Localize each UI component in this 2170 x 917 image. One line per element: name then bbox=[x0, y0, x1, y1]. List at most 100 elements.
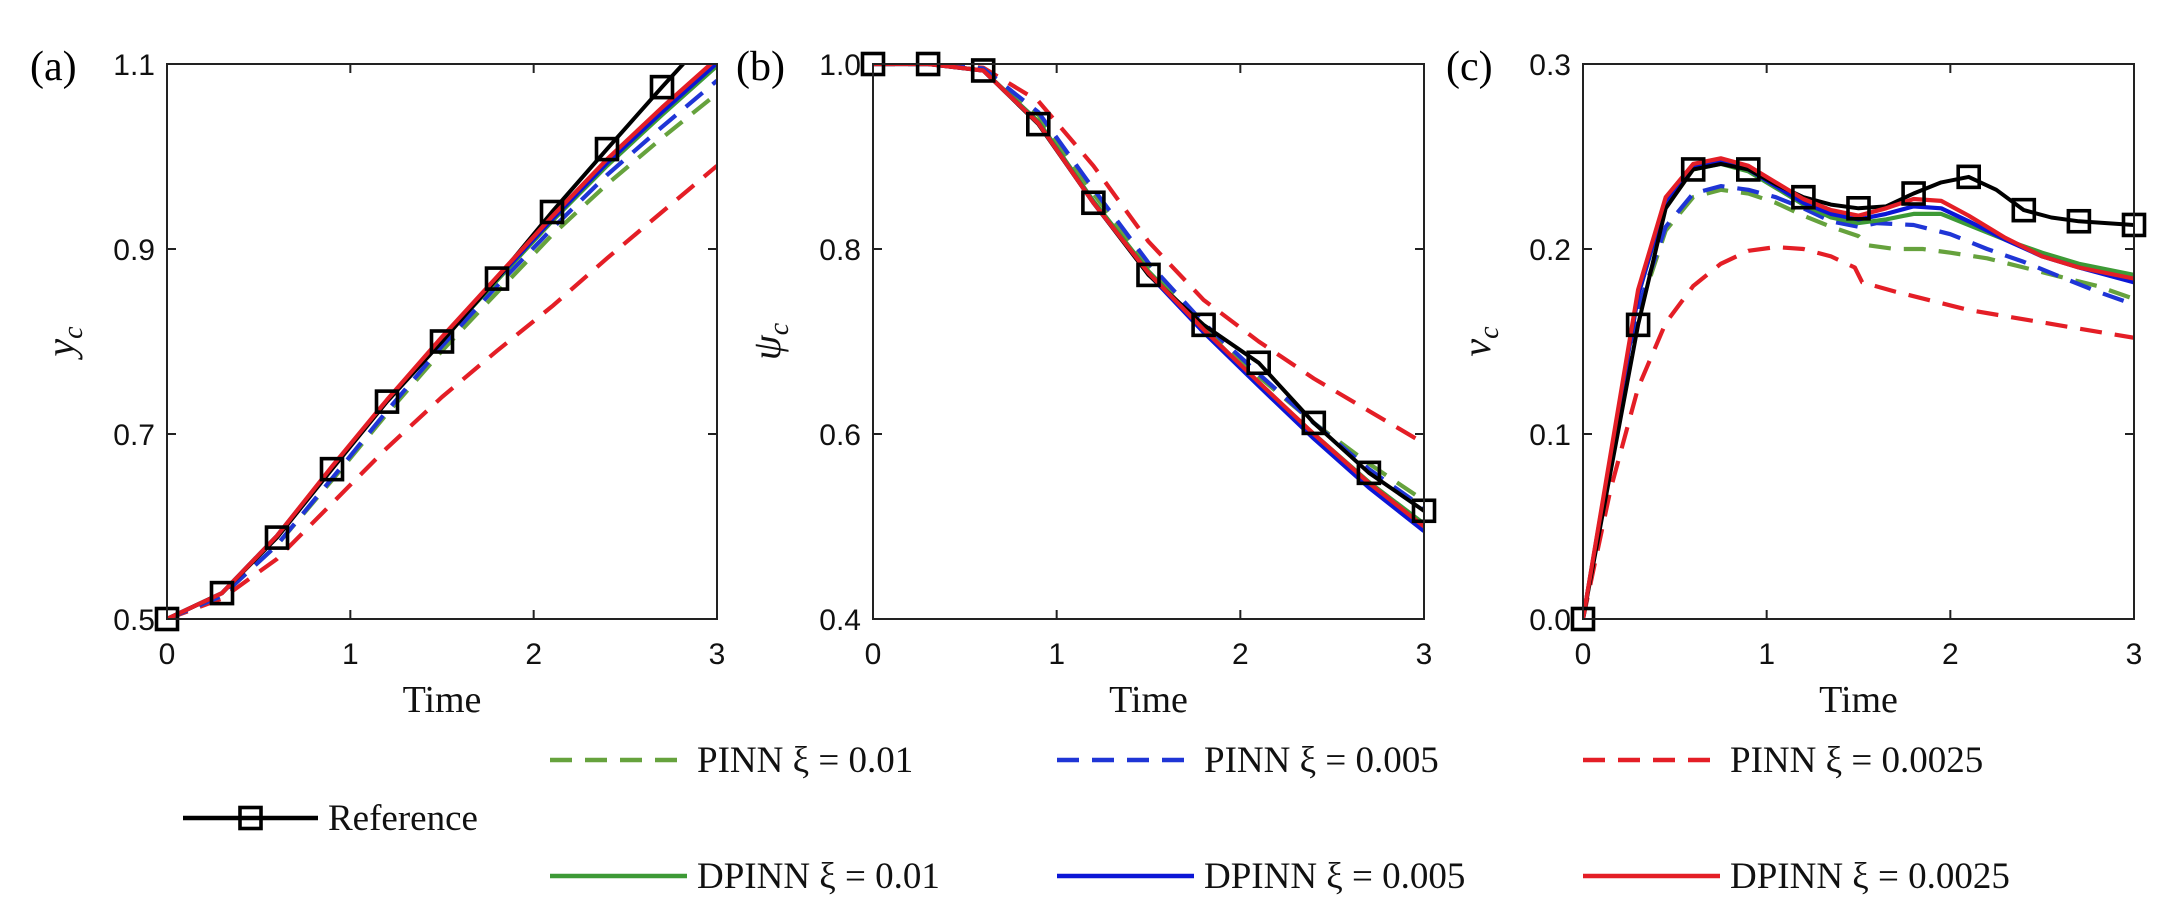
reference-marker bbox=[1191, 312, 1216, 338]
x-tick-label: 0 bbox=[865, 638, 882, 671]
reference-marker bbox=[594, 136, 620, 162]
y-tick-label: 0.5 bbox=[113, 604, 155, 637]
x-tick-label: 1 bbox=[342, 638, 359, 671]
series-group bbox=[1583, 156, 2134, 619]
reference-marker bbox=[1301, 410, 1327, 436]
x-axis-label: Time bbox=[1109, 679, 1188, 721]
legend-entry-ref: Reference bbox=[183, 798, 478, 839]
series-group bbox=[167, 64, 717, 619]
reference-marker bbox=[1846, 196, 1871, 221]
legend-label: PINN ξ = 0.005 bbox=[1204, 740, 1439, 781]
series-line-pinn_01 bbox=[167, 91, 717, 619]
y-tick-label: 0.8 bbox=[819, 234, 861, 267]
y-tick-label: 0.2 bbox=[1529, 234, 1571, 267]
x-axis-label: Time bbox=[403, 679, 482, 721]
series-line-pinn_0025 bbox=[873, 64, 1424, 446]
reference-marker bbox=[539, 199, 565, 225]
reference-marker bbox=[1026, 111, 1051, 137]
reference-marker bbox=[1736, 157, 1761, 182]
panel-b: 0 1 2 3 0.4 0.6 0.8 1.0 (b) Time ψc bbox=[736, 44, 1437, 721]
y-axis-label: vc bbox=[1454, 326, 1505, 357]
reference-marker bbox=[1625, 312, 1651, 338]
y-axis-label: ψc bbox=[744, 322, 795, 360]
axes-box bbox=[872, 63, 1425, 620]
reference-marker bbox=[1791, 184, 1816, 210]
x-tick-label: 2 bbox=[1232, 638, 1249, 671]
panel-label: (c) bbox=[1446, 44, 1493, 90]
x-tick-label: 1 bbox=[1758, 638, 1775, 671]
legend-label: Reference bbox=[328, 798, 478, 839]
series-line-dpinn_0025 bbox=[1583, 156, 2134, 619]
reference-marker bbox=[264, 525, 290, 550]
legend-entry-dpinn_01: DPINN ξ = 0.01 bbox=[550, 856, 940, 897]
x-tick-label: 1 bbox=[1048, 638, 1065, 671]
reference-marker bbox=[1081, 190, 1106, 216]
series-line-dpinn_01 bbox=[873, 64, 1424, 526]
reference-marker bbox=[1901, 181, 1926, 206]
panel-label: (a) bbox=[30, 44, 77, 90]
legend-label: DPINN ξ = 0.005 bbox=[1204, 856, 1465, 897]
series-line-dpinn_0025 bbox=[873, 64, 1424, 529]
legend-entry-pinn_005: PINN ξ = 0.005 bbox=[1057, 740, 1439, 781]
y-tick-label: 1.0 bbox=[819, 49, 861, 82]
reference-marker bbox=[484, 266, 510, 291]
reference-marker bbox=[649, 74, 675, 100]
reference-marker bbox=[2011, 197, 2037, 223]
reference-marker bbox=[209, 580, 235, 606]
y-axis-label: yc bbox=[38, 326, 89, 361]
y-tick-label: 0.3 bbox=[1529, 49, 1571, 82]
x-tick-label: 0 bbox=[159, 638, 176, 671]
series-line-pinn_01 bbox=[873, 64, 1424, 503]
x-tick-label: 3 bbox=[2126, 638, 2143, 671]
series-line-pinn_005 bbox=[167, 78, 717, 619]
y-tick-label: 0.7 bbox=[113, 419, 155, 452]
y-tick-label: 1.1 bbox=[113, 49, 155, 82]
legend-entry-pinn_0025: PINN ξ = 0.0025 bbox=[1583, 740, 1983, 781]
series-line-pinn_0025 bbox=[167, 164, 717, 619]
x-tick-label: 0 bbox=[1575, 638, 1592, 671]
series-line-ref bbox=[167, 64, 686, 619]
panel-c: 0 1 2 3 0.0 0.1 0.2 0.3 (c) Time vc bbox=[1446, 44, 2147, 721]
reference-marker bbox=[1136, 262, 1161, 288]
y-tick-label: 0.0 bbox=[1529, 604, 1571, 637]
reference-marker bbox=[1956, 164, 1981, 190]
series-line-ref bbox=[1583, 161, 2134, 619]
y-tick-label: 0.1 bbox=[1529, 419, 1571, 452]
y-tick-label: 0.6 bbox=[819, 419, 861, 452]
reference-marker bbox=[429, 329, 455, 354]
x-axis-label: Time bbox=[1819, 679, 1898, 721]
axes-box bbox=[166, 63, 718, 620]
legend-entry-dpinn_005: DPINN ξ = 0.005 bbox=[1057, 856, 1465, 897]
reference-marker bbox=[1356, 460, 1382, 486]
series-line-pinn_005 bbox=[1583, 184, 2134, 619]
legend-entry-pinn_01: PINN ξ = 0.01 bbox=[550, 740, 913, 781]
series-group bbox=[873, 64, 1424, 533]
y-tick-label: 0.9 bbox=[113, 234, 155, 267]
series-line-dpinn_0025 bbox=[167, 64, 714, 619]
x-tick-label: 2 bbox=[1942, 638, 1959, 671]
y-tick-label: 0.4 bbox=[819, 604, 861, 637]
series-line-pinn_01 bbox=[1583, 187, 2134, 619]
legend-label: PINN ξ = 0.01 bbox=[697, 740, 913, 781]
reference-marker bbox=[1680, 157, 1706, 182]
legend-label: DPINN ξ = 0.0025 bbox=[1730, 856, 2010, 897]
x-tick-label: 3 bbox=[1416, 638, 1433, 671]
legend: PINN ξ = 0.01 PINN ξ = 0.005 PINN ξ = 0.00… bbox=[183, 740, 2010, 897]
legend-label: PINN ξ = 0.0025 bbox=[1730, 740, 1983, 781]
x-tick-label: 2 bbox=[525, 638, 542, 671]
legend-label: DPINN ξ = 0.01 bbox=[697, 856, 940, 897]
legend-entry-dpinn_0025: DPINN ξ = 0.0025 bbox=[1583, 856, 2010, 897]
reference-marker bbox=[319, 456, 345, 482]
series-line-pinn_0025 bbox=[1583, 245, 2134, 619]
reference-markers bbox=[154, 74, 675, 632]
legend-marker bbox=[238, 805, 263, 831]
x-tick-label: 3 bbox=[709, 638, 726, 671]
reference-markers bbox=[1570, 157, 2147, 632]
panel-a: 0 1 2 3 0.5 0.7 0.9 1.1 (a) Time yc bbox=[30, 44, 726, 721]
reference-marker bbox=[2066, 208, 2092, 234]
reference-marker bbox=[374, 389, 400, 414]
reference-marker bbox=[970, 58, 996, 83]
reference-marker bbox=[1246, 350, 1271, 376]
panel-label: (b) bbox=[736, 44, 785, 90]
